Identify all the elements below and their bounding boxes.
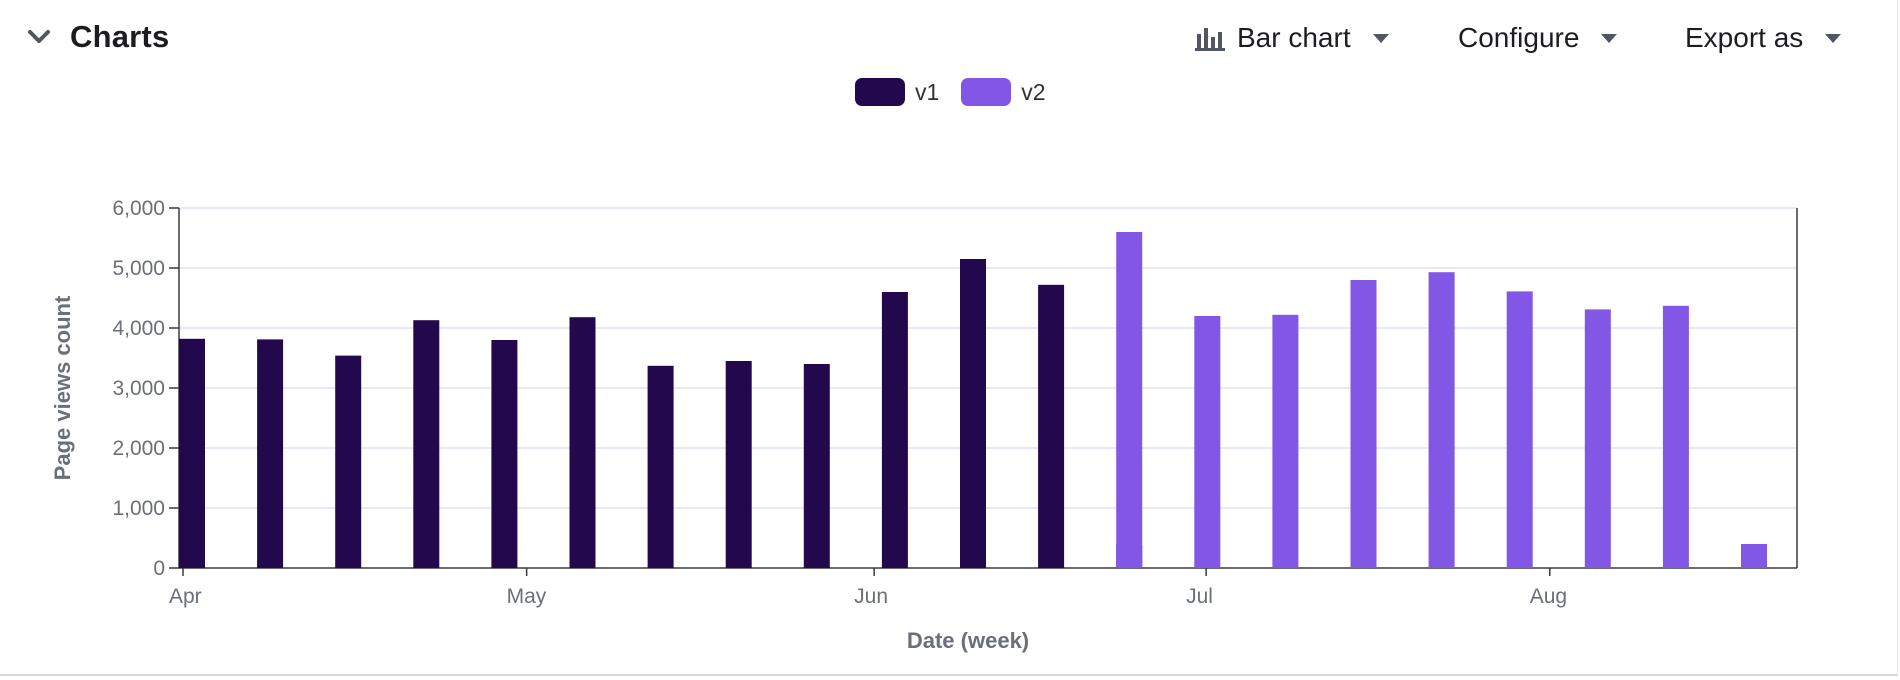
- y-tick-label: 5,000: [112, 257, 165, 280]
- bar-v1: [803, 364, 830, 568]
- bar-v1: [725, 361, 752, 568]
- x-tick-label: Jun: [854, 585, 888, 608]
- bar-v2: [1428, 272, 1455, 568]
- caret-down-icon: [1601, 33, 1618, 43]
- x-tick-label: May: [507, 585, 547, 608]
- x-tick-label: Jul: [1186, 585, 1213, 608]
- x-axis-title: Date (week): [907, 628, 1029, 653]
- export-label: Export as: [1685, 22, 1804, 53]
- bar-v1: [881, 292, 908, 568]
- y-tick-label: 3,000: [112, 377, 165, 400]
- bar-v1: [413, 320, 440, 568]
- bar-v2: [1506, 291, 1533, 568]
- bar-v1: [257, 339, 284, 568]
- bar-v2: [1350, 280, 1377, 568]
- bar-v2: [1194, 316, 1221, 568]
- export-dropdown[interactable]: Export as: [1685, 18, 1842, 58]
- chart-legend: v1 v2: [855, 77, 1068, 107]
- y-axis-title: Page views count: [50, 295, 75, 480]
- bar-v2: [1116, 232, 1143, 568]
- legend-label-v2: v2: [1021, 78, 1046, 105]
- bar-v2: [1272, 314, 1299, 568]
- legend-swatch-v2: [961, 78, 1012, 106]
- chart-type-label: Bar chart: [1237, 22, 1351, 53]
- bar-v2: [1662, 305, 1689, 568]
- legend-label-v1: v1: [915, 78, 940, 105]
- bar-v1: [960, 259, 986, 568]
- configure-label: Configure: [1458, 22, 1580, 53]
- caret-down-icon: [1372, 33, 1389, 43]
- legend-item-v2[interactable]: v2: [961, 78, 1046, 106]
- y-tick-label: 1,000: [112, 497, 165, 520]
- bar-v1: [491, 340, 518, 568]
- collapse-toggle[interactable]: [22, 20, 56, 54]
- bar-v1: [335, 355, 362, 568]
- section-title: Charts: [70, 19, 170, 54]
- charts-header: Charts Bar chart Configure Export as: [0, 0, 1900, 78]
- x-tick-label: Aug: [1530, 585, 1567, 608]
- chart-type-dropdown[interactable]: Bar chart: [1195, 18, 1389, 58]
- legend-swatch-v1: [855, 78, 905, 106]
- configure-dropdown[interactable]: Configure: [1458, 18, 1618, 58]
- bar-chart-icon: [1195, 28, 1225, 51]
- y-tick-label: 6,000: [112, 197, 165, 220]
- bar-v1: [647, 365, 674, 568]
- y-tick-label: 0: [153, 557, 165, 580]
- x-tick-label: Apr: [169, 585, 202, 608]
- bar-v1: [179, 338, 205, 568]
- chevron-down-icon: [28, 30, 50, 43]
- bar-v2: [1741, 544, 1767, 568]
- y-tick-label: 4,000: [112, 317, 165, 340]
- caret-down-icon: [1825, 33, 1842, 43]
- bar-v1: [1038, 284, 1065, 568]
- y-tick-label: 2,000: [112, 437, 165, 460]
- bar-v2: [1584, 309, 1611, 568]
- bar-v1: [569, 317, 596, 568]
- legend-item-v1[interactable]: v1: [855, 78, 939, 106]
